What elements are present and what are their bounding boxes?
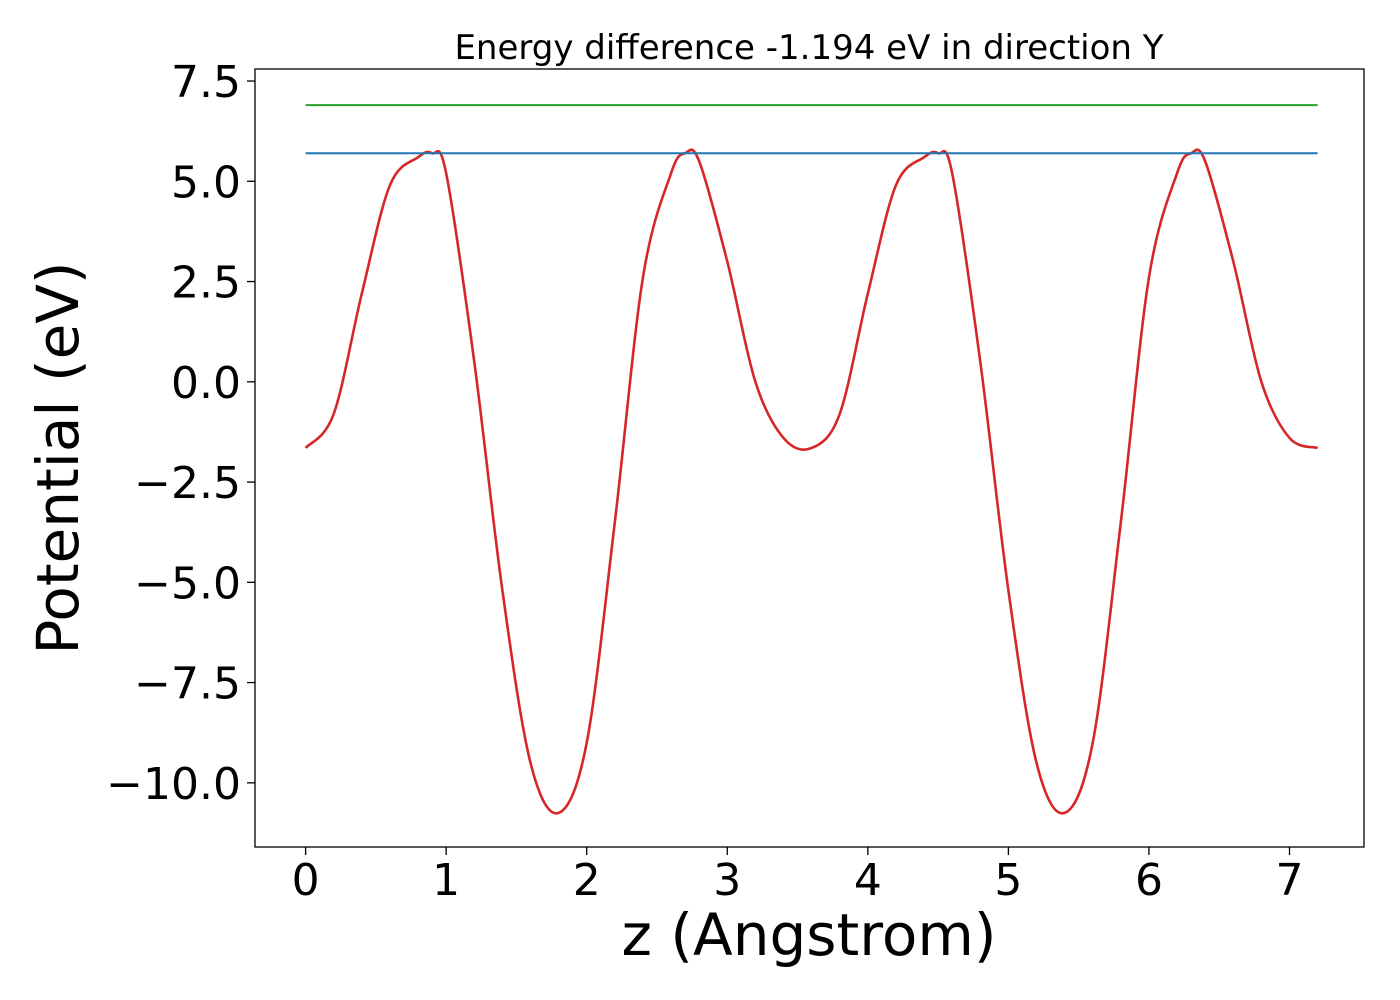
plot-lines (304, 104, 1319, 815)
y-axis-label: Potential (eV) (24, 261, 92, 654)
x-tick-label: 3 (713, 855, 741, 906)
y-tick-label: 2.5 (171, 258, 241, 309)
x-axis-label: z (Angstrom) (622, 901, 997, 969)
chart-title: Energy difference -1.194 eV in direction… (454, 28, 1163, 68)
x-tick-label: 4 (854, 855, 882, 906)
y-tick-label: −10.0 (106, 759, 241, 810)
y-tick-label: 5.0 (171, 157, 241, 208)
x-tick-label: 5 (994, 855, 1022, 906)
y-tick-label: −2.5 (134, 458, 241, 509)
x-tick-label: 2 (573, 855, 601, 906)
plot-frame (254, 68, 1365, 848)
y-tick-label: 0.0 (171, 358, 241, 409)
series-line-1 (304, 148, 1319, 815)
x-tick-label: 1 (432, 855, 460, 906)
x-tick-label: 6 (1135, 855, 1163, 906)
y-axis: −10.0 −7.5 −5.0 −2.5 0.0 2.5 5.0 7.5 (106, 57, 255, 810)
y-tick-label: −5.0 (134, 558, 241, 609)
y-tick-label: 7.5 (171, 57, 241, 108)
y-tick-label: −7.5 (134, 659, 241, 710)
x-axis: 0 1 2 3 4 5 6 7 (292, 847, 1304, 906)
x-tick-label: 7 (1276, 855, 1304, 906)
x-tick-label: 0 (292, 855, 320, 906)
